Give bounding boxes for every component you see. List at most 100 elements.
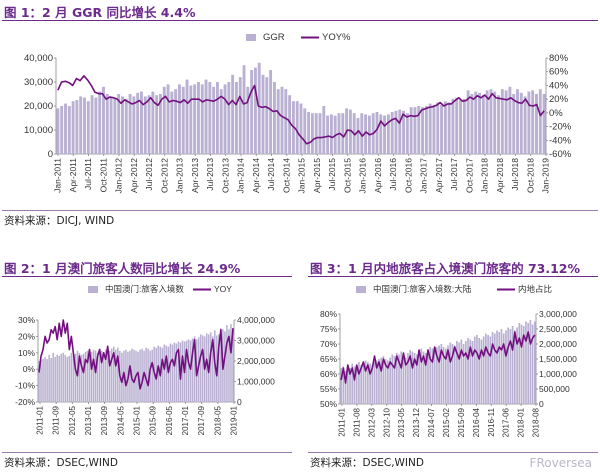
bar: [455, 97, 459, 154]
bar: [161, 347, 164, 402]
bar: [342, 366, 345, 404]
bar: [175, 343, 178, 402]
bar: [496, 330, 498, 404]
bar: [185, 340, 188, 402]
bar: [231, 74, 235, 154]
x-axis-tick-label: Apr-2017: [434, 158, 444, 193]
bar: [398, 109, 402, 154]
bar: [322, 106, 326, 154]
bar: [466, 90, 470, 154]
bar: [220, 328, 222, 402]
left-axis-tick-label: 70%: [320, 339, 337, 349]
bar: [387, 360, 389, 404]
bar: [474, 91, 478, 154]
bar: [151, 349, 153, 402]
bar: [140, 91, 143, 154]
bar: [100, 350, 103, 402]
bar: [257, 62, 261, 154]
bar: [478, 92, 481, 154]
bar: [542, 94, 546, 154]
legend-label: GGR: [263, 32, 285, 43]
x-axis-tick-label: 2013-12: [412, 407, 421, 437]
bar: [371, 365, 374, 404]
bar: [534, 321, 536, 404]
bar: [353, 366, 356, 404]
mainland-share-chart: 中国澳门:旅客入境数:大陆 内地占比 50% 55% 60% 65% 70% 75% 80% 0 5…: [320, 284, 577, 437]
figure-1-bottom-rule: [2, 210, 598, 211]
bar: [157, 345, 159, 403]
right-axis-tick-label: 0: [237, 397, 242, 407]
bar: [132, 96, 136, 154]
bar: [72, 354, 75, 402]
right-axis-tick-label: 3,000,000: [539, 309, 577, 319]
x-axis-tick-label: 2017-01: [181, 405, 190, 435]
x-axis-tick-label: Oct-2016: [403, 158, 413, 193]
bar: [493, 333, 496, 404]
bar: [522, 326, 525, 404]
bar: [375, 112, 379, 154]
legend-label: 中国澳门:旅客入境数: [105, 284, 184, 294]
x-axis-tick-label: Oct-2012: [159, 158, 169, 193]
bar: [46, 358, 48, 402]
x-axis-tick-label: Jan-2013: [175, 158, 185, 194]
bar: [500, 89, 504, 154]
bar: [375, 360, 378, 404]
figure-3-title: 图 3：1 月内地旅客占入境澳门旅客的 73.12%: [310, 261, 581, 276]
x-axis-tick-label: 2015-02: [442, 407, 451, 437]
bar: [189, 340, 192, 402]
left-axis-tick-label: 30%: [18, 315, 35, 325]
bar: [443, 101, 447, 154]
x-axis-tick-label: Apr-2015: [312, 158, 322, 193]
bar: [133, 349, 135, 402]
left-axis-tick-label: 10%: [18, 348, 35, 358]
bar: [84, 351, 87, 402]
bar: [191, 338, 194, 402]
bar: [384, 359, 387, 404]
bar: [90, 351, 93, 402]
legend-swatch-bar: [88, 286, 98, 293]
x-axis-tick-label: 2012-10: [382, 407, 391, 437]
legend-swatch-bar: [356, 286, 366, 293]
bar: [476, 335, 478, 404]
right-axis-tick-label: 2,000,000: [539, 339, 577, 349]
bar: [80, 354, 83, 402]
right-axis-tick-label: 20%: [549, 94, 569, 105]
bar: [181, 86, 185, 154]
bar: [71, 101, 75, 154]
right-axis-tick-label: 1,500,000: [539, 354, 577, 364]
left-axis-tick-label: 10,000: [24, 125, 53, 136]
bar: [527, 323, 530, 404]
bar: [56, 108, 60, 154]
x-axis-tick-label: 2014-05: [116, 405, 125, 435]
x-axis-tick-label: Jul-2016: [388, 158, 398, 191]
x-axis-tick-label: 2013-05: [397, 407, 406, 437]
left-axis-tick-label: -20%: [15, 397, 35, 407]
x-axis-tick-label: Oct-2017: [464, 158, 474, 193]
bar: [145, 347, 147, 402]
right-axis-tick-label: 1,000,000: [539, 369, 577, 379]
bar: [79, 96, 83, 154]
bar: [411, 351, 414, 404]
bar: [246, 86, 250, 154]
bar: [94, 97, 98, 154]
bar: [174, 89, 178, 154]
bar: [504, 90, 508, 154]
legend-label: 中国澳门:旅客入境数:大陆: [373, 284, 472, 294]
x-axis-tick-label: Jul-2017: [449, 158, 459, 191]
bar: [427, 350, 429, 404]
bar: [38, 361, 40, 402]
bar: [62, 352, 65, 402]
bar: [88, 352, 91, 402]
left-axis-tick-label: 0: [48, 149, 53, 160]
x-axis-tick-label: Jul-2011: [83, 158, 93, 190]
bar: [204, 79, 208, 154]
bar: [200, 84, 204, 154]
x-axis-tick-label: Jul-2013: [205, 158, 215, 191]
bar: [242, 65, 246, 154]
figure-2-top-rule: [2, 276, 292, 277]
bar: [197, 82, 200, 154]
bar: [418, 350, 420, 404]
bar: [212, 86, 216, 154]
bar: [538, 89, 542, 154]
bar: [189, 85, 193, 154]
